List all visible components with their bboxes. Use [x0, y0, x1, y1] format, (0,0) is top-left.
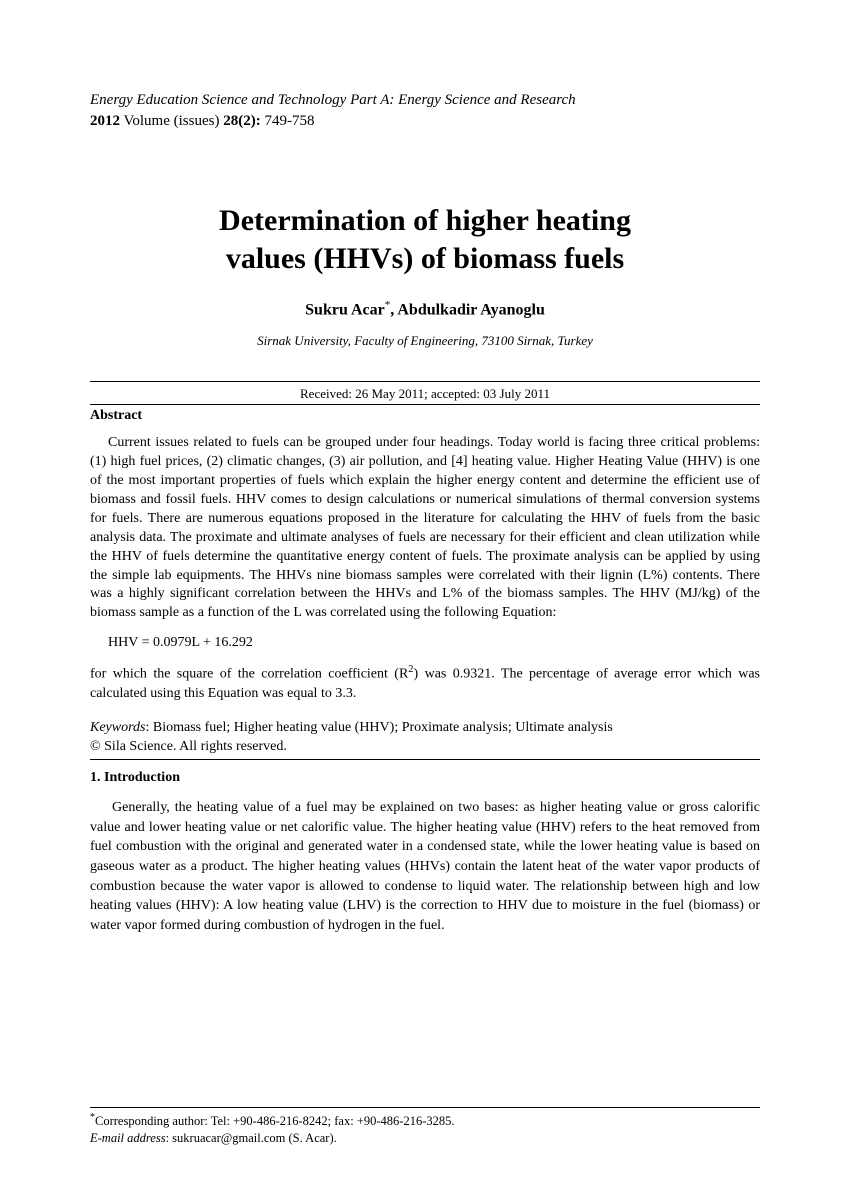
introduction-body: Generally, the heating value of a fuel m…: [90, 798, 760, 935]
abstract-text: Current issues related to fuels can be g…: [90, 434, 760, 623]
intro-text: Generally, the heating value of a fuel m…: [90, 798, 760, 935]
volume-issue: 28(2):: [223, 113, 261, 129]
author-1: Sukru Acar: [305, 301, 385, 318]
affiliation: Sirnak University, Faculty of Engineerin…: [90, 333, 760, 349]
section-1-heading: 1. Introduction: [90, 770, 760, 786]
email-line: E-mail address: sukruacar@gmail.com (S. …: [90, 1130, 760, 1147]
volume-label: Volume (issues): [123, 113, 219, 129]
corr-label: Corresponding author:: [95, 1114, 211, 1128]
abstract-body: Current issues related to fuels can be g…: [90, 434, 760, 623]
volume-info: 2012 Volume (issues) 28(2): 749-758: [90, 113, 314, 129]
email-label: E-mail address: [90, 1131, 166, 1145]
author-2: Abdulkadir Ayanoglu: [397, 301, 544, 318]
tel: Tel: +90-486-216-8242;: [211, 1114, 335, 1128]
copyright: © Sila Science. All rights reserved.: [90, 739, 760, 760]
keywords-label: Keywords: [90, 720, 145, 735]
keywords-text: : Biomass fuel; Higher heating value (HH…: [145, 720, 612, 735]
keywords: Keywords: Biomass fuel; Higher heating v…: [90, 718, 760, 738]
dates: Received: 26 May 2011; accepted: 03 July…: [90, 386, 760, 405]
title-line-2: values (HHVs) of biomass fuels: [226, 242, 624, 275]
footer: *Corresponding author: Tel: +90-486-216-…: [90, 1107, 760, 1147]
email-value: : sukruacar@gmail.com (S. Acar).: [166, 1131, 337, 1145]
corresponding-author-line: *Corresponding author: Tel: +90-486-216-…: [90, 1111, 760, 1130]
abstract-heading: Abstract: [90, 408, 760, 424]
title-line-1: Determination of higher heating: [219, 204, 631, 237]
post-eq-1: for which the square of the correlation …: [90, 667, 408, 682]
fax: fax: +90-486-216-3285.: [334, 1114, 454, 1128]
journal-year: 2012: [90, 113, 120, 129]
pages: 749-758: [264, 113, 314, 129]
rule-top: [90, 381, 760, 382]
journal-name: Energy Education Science and Technology …: [90, 92, 576, 108]
equation: HHV = 0.0979L + 16.292: [108, 635, 760, 651]
journal-header: Energy Education Science and Technology …: [90, 90, 760, 132]
paper-title: Determination of higher heating values (…: [90, 202, 760, 277]
post-equation-text: for which the square of the correlation …: [90, 663, 760, 703]
authors: Sukru Acar*, Abdulkadir Ayanoglu: [90, 299, 760, 319]
